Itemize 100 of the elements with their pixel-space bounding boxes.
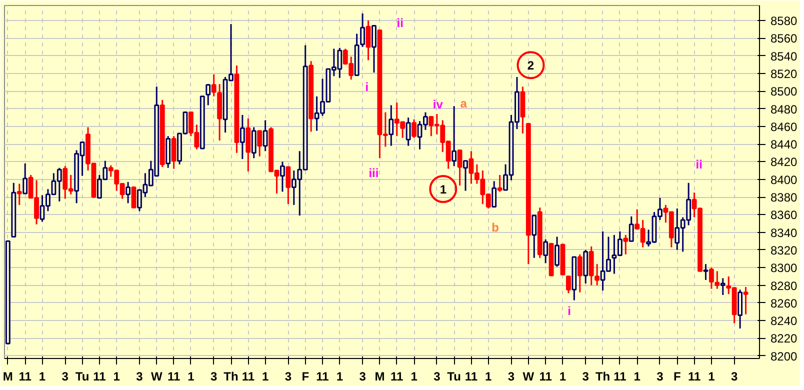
candlestick — [583, 249, 588, 284]
candlestick — [171, 135, 176, 170]
candlestick — [577, 254, 582, 294]
x-tick-label: 1 — [38, 370, 46, 384]
x-tick-label: Tu — [75, 370, 90, 384]
candlestick — [566, 276, 571, 294]
x-tick-label: 3 — [284, 370, 292, 384]
candlestick — [703, 263, 708, 281]
annotation: 2 — [527, 58, 534, 73]
y-tick-label: 8300 — [770, 261, 798, 276]
y-tick-label: 8340 — [770, 226, 798, 240]
y-tick-label: 8480 — [770, 102, 798, 116]
candlestick — [463, 160, 468, 192]
y-tick-label: 8360 — [770, 208, 798, 222]
y-tick-label: 8380 — [770, 190, 798, 205]
x-tick-label: 3 — [62, 370, 69, 384]
candlestick — [388, 104, 394, 147]
x-tick-label: 11 — [614, 370, 627, 384]
x-tick-label: 11 — [18, 370, 32, 384]
x-tick-label: 11 — [390, 370, 404, 384]
candlestick — [623, 234, 628, 256]
x-tick-label: 1 — [708, 370, 716, 384]
candlestick — [366, 20, 371, 61]
y-tick-label: 8420 — [770, 155, 798, 170]
x-tick-label: 1 — [262, 370, 269, 384]
x-tick-label: 1 — [485, 370, 492, 384]
y-tick-label: 8460 — [770, 120, 798, 134]
candlestick — [240, 114, 245, 160]
x-tick-label: 11 — [539, 370, 552, 384]
y-tick-label: 8440 — [770, 138, 798, 152]
annotation: a — [460, 96, 468, 110]
candlestick — [246, 118, 251, 172]
y-tick-label: 8580 — [770, 14, 798, 28]
candlestick — [532, 214, 537, 259]
x-tick-label: Th — [595, 370, 610, 384]
x-tick-label: 3 — [730, 370, 738, 384]
candlestick — [743, 286, 748, 316]
x-tick-label: W — [522, 370, 535, 384]
x-tick-label: 11 — [242, 370, 255, 384]
y-tick-label: 8500 — [770, 84, 798, 99]
x-tick-label: 1 — [113, 370, 120, 384]
x-tick-label: M — [374, 370, 385, 384]
candlestick — [251, 126, 256, 159]
candlestick — [126, 181, 131, 204]
y-tick-label: 8200 — [770, 349, 798, 364]
x-tick-label: Tu — [447, 370, 461, 384]
x-tick-label: 1 — [336, 370, 344, 384]
candlestick — [372, 25, 376, 74]
y-tick-label: 8560 — [770, 32, 798, 46]
x-tick-label: M — [2, 370, 13, 384]
candlestick — [543, 238, 548, 264]
y-tick-label: 8540 — [770, 49, 798, 64]
x-tick-label: 3 — [434, 370, 441, 384]
candlestick — [257, 130, 262, 158]
annotation: ii — [696, 158, 702, 172]
y-tick-label: 8260 — [770, 296, 798, 310]
annotation: ii — [396, 16, 404, 30]
x-tick-label: 11 — [464, 370, 478, 384]
annotation: iii — [368, 166, 379, 180]
x-tick-label: 3 — [136, 370, 144, 384]
x-tick-label: 1 — [188, 370, 195, 384]
annotation: 1 — [440, 182, 447, 197]
candlestick — [720, 277, 726, 296]
x-tick-label: 3 — [656, 370, 664, 384]
candlestick — [492, 180, 497, 208]
candlestick — [588, 246, 594, 286]
y-tick-label: 8220 — [770, 332, 798, 346]
x-tick-label: Th — [224, 370, 238, 384]
candlestick — [628, 216, 634, 242]
candlestick — [738, 288, 743, 330]
x-tick-label: F — [673, 370, 681, 384]
candlestick — [262, 119, 268, 152]
x-tick-label: 1 — [559, 370, 566, 384]
candlestick — [22, 162, 28, 194]
candlestick — [406, 116, 411, 147]
y-tick-label: 8280 — [770, 278, 798, 293]
x-tick-label: 3 — [508, 370, 515, 384]
candlestick — [280, 160, 285, 192]
x-tick-label: W — [150, 370, 163, 384]
y-tick-label: 8240 — [770, 314, 798, 328]
annotation: b — [492, 220, 499, 235]
y-tick-label: 8520 — [770, 66, 798, 81]
x-tick-label: 11 — [688, 370, 701, 384]
candlestick — [497, 174, 502, 192]
x-tick-label: 1 — [634, 370, 641, 384]
candlestick — [16, 183, 22, 206]
x-tick-label: 3 — [210, 370, 218, 384]
x-tick-label: 1 — [410, 370, 418, 384]
y-tick-label: 8320 — [770, 243, 798, 258]
x-tick-label: 3 — [359, 370, 366, 384]
annotation: i — [568, 304, 571, 318]
annotation: i — [365, 80, 369, 94]
x-tick-label: F — [302, 370, 310, 384]
x-tick-label: 3 — [582, 370, 590, 384]
candlestick — [412, 118, 416, 139]
candlestick — [594, 263, 600, 286]
candlestick — [206, 83, 211, 106]
candlestick — [452, 105, 457, 167]
x-tick-label: 11 — [93, 370, 106, 384]
x-tick-label: 11 — [167, 370, 180, 384]
